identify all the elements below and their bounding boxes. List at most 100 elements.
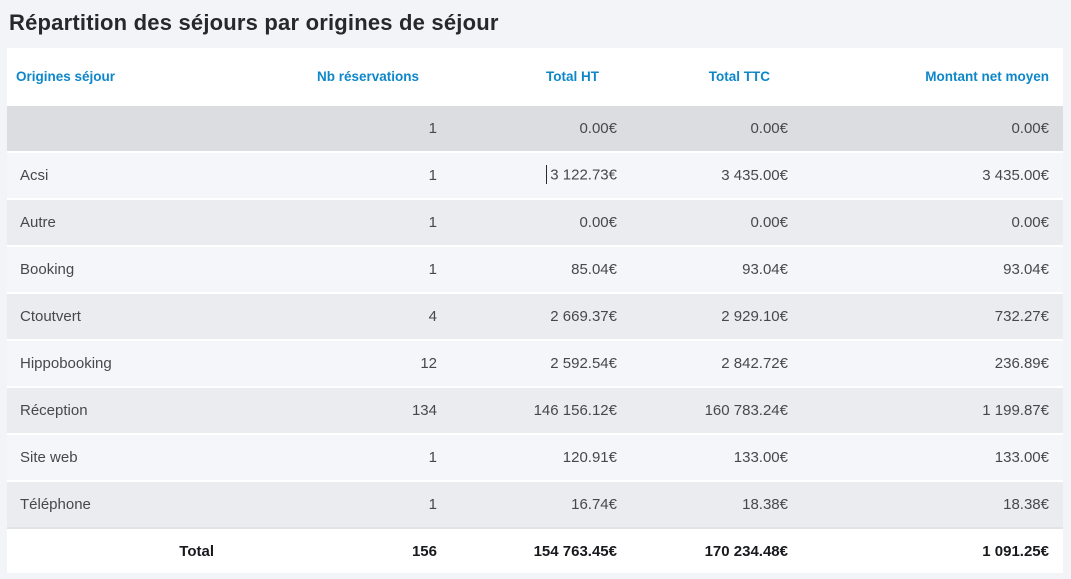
value-cell: 0.00€	[445, 104, 625, 152]
column-header-nb-reservations[interactable]: Nb réservations	[222, 48, 445, 105]
sejours-origins-table: Origines séjour Nb réservations Total HT…	[7, 48, 1063, 573]
value-cell: 0.00€	[796, 198, 1063, 246]
cell-text: 1	[428, 214, 437, 231]
value-cell: 3 435.00€	[625, 151, 796, 199]
value-cell: 0.00€	[625, 104, 796, 152]
origin-cell: Téléphone	[7, 480, 222, 528]
column-header-montant-net-moyen[interactable]: Montant net moyen	[796, 48, 1063, 105]
value-cell: 3 435.00€	[796, 151, 1063, 199]
cell-text: 1	[428, 261, 437, 278]
value-cell: 1	[222, 433, 445, 481]
cell-text: 3 435.00€	[721, 167, 788, 184]
column-header-origines-sejour[interactable]: Origines séjour	[7, 48, 222, 105]
cell-text: 3 122.73€	[550, 166, 617, 184]
value-cell: 2 842.72€	[625, 339, 796, 387]
origin-cell	[7, 104, 222, 152]
table-row[interactable]: Réception 134 146 156.12€ 160 783.24€ 1 199.…	[7, 386, 1063, 434]
cell-text: 3 435.00€	[982, 167, 1049, 184]
value-cell: 1	[222, 198, 445, 246]
column-header-total-ht[interactable]: Total HT	[445, 48, 625, 105]
cell-text: 93.04€	[742, 261, 788, 278]
footer-nb-reservations: 156	[222, 527, 445, 573]
cell-text: 160 783.24€	[704, 402, 788, 419]
cell-text: Réception	[20, 402, 88, 419]
cell-text: 2 592.54€	[550, 355, 617, 372]
footer-montant-net-moyen: 1 091.25€	[796, 527, 1063, 573]
value-cell: 0.00€	[625, 198, 796, 246]
table-body: 1 0.00€ 0.00€ 0.00€ Acsi 1 3 122.73€ 3 435.00€ 3…	[7, 104, 1063, 528]
value-cell: 2 592.54€	[445, 339, 625, 387]
value-cell: 12	[222, 339, 445, 387]
table-row[interactable]: Site web 1 120.91€ 133.00€ 133.00€	[7, 433, 1063, 481]
value-cell: 18.38€	[625, 480, 796, 528]
footer-total-label: Total	[7, 527, 222, 573]
table-row[interactable]: Acsi 1 3 122.73€ 3 435.00€ 3 435.00€	[7, 151, 1063, 199]
table-row[interactable]: Hippobooking 12 2 592.54€ 2 842.72€ 236.89€	[7, 339, 1063, 387]
table-row[interactable]: Téléphone 1 16.74€ 18.38€ 18.38€	[7, 480, 1063, 528]
cell-text: Hippobooking	[20, 355, 112, 372]
page-title: Répartition des séjours par origines de …	[9, 10, 499, 35]
table-footer-row: Total 156 154 763.45€ 170 234.48€ 1 091.…	[7, 527, 1063, 573]
origin-cell: Site web	[7, 433, 222, 481]
value-cell: 1	[222, 480, 445, 528]
value-cell: 0.00€	[445, 198, 625, 246]
table-row[interactable]: 1 0.00€ 0.00€ 0.00€	[7, 104, 1063, 152]
value-cell: 1	[222, 245, 445, 293]
table-row[interactable]: Autre 1 0.00€ 0.00€ 0.00€	[7, 198, 1063, 246]
cell-text: 1	[428, 167, 437, 184]
origin-cell: Ctoutvert	[7, 292, 222, 340]
value-cell: 1	[222, 151, 445, 199]
cell-text: 0.00€	[750, 214, 788, 231]
origin-cell: Autre	[7, 198, 222, 246]
cell-text: 2 842.72€	[721, 355, 788, 372]
value-cell: 2 669.37€	[445, 292, 625, 340]
value-cell: 18.38€	[796, 480, 1063, 528]
value-cell: 1 199.87€	[796, 386, 1063, 434]
cell-text: Ctoutvert	[20, 308, 81, 325]
cell-text: 16.74€	[571, 496, 617, 513]
cell-text: 146 156.12€	[533, 402, 617, 419]
cell-text: 732.27€	[994, 308, 1049, 325]
sejours-table-card: Origines séjour Nb réservations Total HT…	[7, 48, 1063, 573]
value-cell: 16.74€	[445, 480, 625, 528]
cell-text: 4	[428, 308, 437, 325]
cell-text: 1	[428, 120, 437, 137]
cell-text: 1 199.87€	[982, 402, 1049, 419]
cell-text: 2 669.37€	[550, 308, 617, 325]
cell-text: 0.00€	[579, 214, 617, 231]
value-cell: 120.91€	[445, 433, 625, 481]
cell-text: 133.00€	[994, 449, 1049, 466]
value-cell: 85.04€	[445, 245, 625, 293]
column-header-total-ttc[interactable]: Total TTC	[625, 48, 796, 105]
cell-text: Booking	[20, 261, 75, 278]
text-cursor-caret	[546, 165, 548, 184]
footer-total-ttc: 170 234.48€	[625, 527, 796, 573]
cell-text: 18.38€	[1003, 496, 1049, 513]
cell-text: 85.04€	[571, 261, 617, 278]
origin-cell: Acsi	[7, 151, 222, 199]
value-cell: 3 122.73€	[445, 151, 625, 199]
cell-text: Autre	[20, 214, 56, 231]
cell-text: 1	[428, 449, 437, 466]
origin-cell: Hippobooking	[7, 339, 222, 387]
value-cell: 93.04€	[625, 245, 796, 293]
cell-text: 120.91€	[562, 449, 617, 466]
value-cell: 133.00€	[796, 433, 1063, 481]
value-cell: 732.27€	[796, 292, 1063, 340]
cell-text: 2 929.10€	[721, 308, 788, 325]
cell-text: 93.04€	[1003, 261, 1049, 278]
cell-text: 0.00€	[579, 120, 617, 137]
table-row[interactable]: Ctoutvert 4 2 669.37€ 2 929.10€ 732.27€	[7, 292, 1063, 340]
cell-text: 0.00€	[1011, 214, 1049, 231]
value-cell: 0.00€	[796, 104, 1063, 152]
origin-cell: Booking	[7, 245, 222, 293]
value-cell: 133.00€	[625, 433, 796, 481]
table-row[interactable]: Booking 1 85.04€ 93.04€ 93.04€	[7, 245, 1063, 293]
value-cell: 2 929.10€	[625, 292, 796, 340]
cell-text: 1	[428, 496, 437, 513]
origin-cell: Réception	[7, 386, 222, 434]
cell-text: 12	[420, 355, 437, 372]
cell-text: Site web	[20, 449, 78, 466]
cell-text: 0.00€	[750, 120, 788, 137]
